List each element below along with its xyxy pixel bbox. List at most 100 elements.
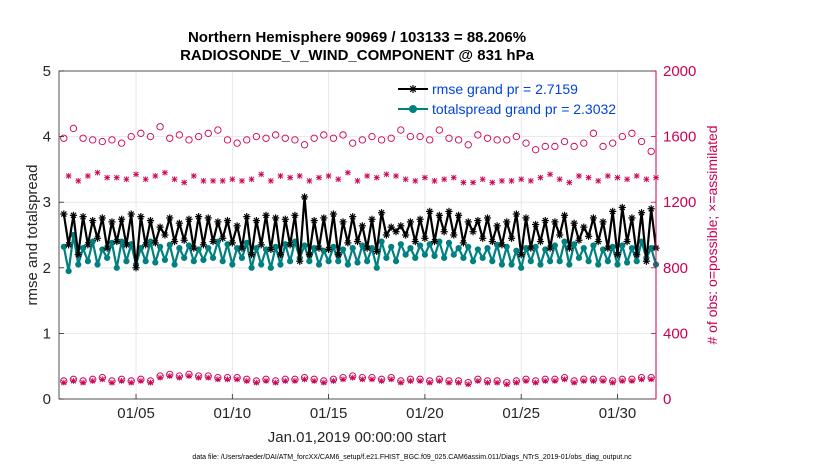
obs-assimilated-point — [133, 171, 139, 178]
obs-assimilated-low-point — [600, 378, 606, 384]
obs-assimilated-point — [258, 171, 265, 178]
point-rmse — [570, 219, 578, 227]
point-rmse — [353, 237, 362, 246]
obs-possible-point — [281, 134, 289, 142]
point-totalspread — [407, 245, 414, 252]
obs-possible-point — [108, 136, 116, 144]
point-totalspread — [633, 258, 640, 265]
obs-possible-point — [426, 136, 434, 144]
obs-possible-point — [589, 129, 598, 137]
point-totalspread — [484, 245, 491, 252]
x-tick-label: 01/30 — [599, 405, 637, 422]
point-totalspread — [176, 245, 183, 252]
x-tick-label: 01/25 — [502, 405, 540, 422]
obs-possible-point — [300, 141, 309, 149]
point-rmse — [214, 218, 222, 226]
obs-assimilated-point — [422, 174, 428, 181]
point-totalspread — [306, 258, 313, 265]
point-rmse — [609, 207, 617, 215]
point-rmse — [156, 223, 164, 231]
obs-count-series — [60, 123, 659, 388]
point-rmse — [440, 228, 448, 236]
obs-assimilated-point — [614, 174, 621, 181]
point-rmse — [411, 237, 419, 246]
obs-possible-point — [560, 137, 569, 146]
obs-assimilated-low-point — [455, 379, 462, 386]
point-totalspread — [619, 242, 626, 249]
obs-assimilated-point — [499, 178, 505, 184]
point-totalspread — [200, 256, 207, 264]
point-totalspread — [123, 258, 130, 265]
point-rmse — [344, 239, 352, 247]
point-totalspread — [89, 238, 96, 245]
point-rmse — [142, 241, 150, 249]
point-totalspread — [388, 243, 395, 250]
point-rmse — [406, 218, 415, 226]
point-rmse — [127, 210, 135, 218]
point-rmse — [339, 218, 347, 226]
obs-assimilated-low-point — [311, 378, 318, 384]
point-totalspread — [79, 245, 87, 252]
obs-assimilated-low-point — [70, 378, 77, 384]
obs-assimilated-low-point — [561, 376, 568, 383]
obs-possible-point — [358, 136, 366, 144]
legend: rmse grand pr = 2.7159 totalspread grand… — [398, 81, 616, 117]
point-rmse — [584, 232, 593, 240]
obs-possible-point — [329, 134, 338, 142]
obs-possible-point — [89, 136, 97, 144]
point-rmse — [60, 210, 68, 218]
y-left-tick-label: 2 — [43, 260, 51, 277]
point-totalspread — [508, 261, 515, 268]
chart-title-line1: Northern Hemisphere 90969 / 103133 = 88.… — [188, 29, 526, 46]
point-rmse — [272, 214, 280, 222]
point-totalspread — [498, 261, 506, 268]
legend-rmse-marker — [409, 85, 417, 93]
point-rmse — [613, 251, 622, 259]
obs-possible-point — [339, 131, 347, 139]
point-totalspread — [344, 261, 351, 268]
metric-series — [60, 193, 660, 275]
obs-assimilated-point — [267, 178, 274, 184]
point-totalspread — [585, 258, 592, 265]
x-tick-label: 01/15 — [310, 405, 348, 422]
obs-assimilated-point — [325, 173, 332, 179]
y-right-tick-label: 2000 — [663, 63, 696, 80]
y-right-tick-label: 0 — [663, 391, 671, 408]
x-axis-ticks: 01/05 01/10 01/15 01/20 01/25 01/30 — [117, 394, 636, 422]
point-totalspread — [546, 258, 554, 265]
point-rmse — [185, 215, 193, 223]
obs-assimilated-low-point — [243, 378, 250, 384]
obs-possible-point — [454, 136, 463, 144]
obs-assimilated-point — [518, 176, 525, 183]
point-rmse — [103, 244, 111, 252]
point-rmse — [320, 214, 328, 222]
point-totalspread — [561, 238, 568, 245]
obs-possible-point — [483, 134, 492, 142]
x-tick-label: 01/05 — [117, 405, 155, 422]
point-totalspread — [378, 238, 385, 245]
point-rmse — [108, 218, 116, 226]
obs-possible-point — [493, 136, 501, 144]
point-totalspread — [421, 251, 429, 258]
point-totalspread — [339, 246, 347, 253]
obs-assimilated-low-point — [320, 379, 327, 386]
point-totalspread — [590, 242, 597, 249]
point-rmse — [233, 222, 241, 230]
obs-assimilated-point — [162, 169, 168, 176]
point-rmse — [421, 234, 429, 242]
obs-assimilated-point — [556, 176, 563, 183]
point-totalspread — [412, 254, 419, 262]
obs-possible-point — [146, 132, 155, 141]
obs-possible-point — [647, 147, 655, 156]
point-totalspread — [373, 264, 380, 271]
obs-possible-point — [551, 142, 559, 151]
point-rmse — [358, 222, 366, 230]
obs-assimilated-point — [181, 179, 188, 186]
obs-assimilated-point — [527, 178, 534, 184]
point-rmse — [373, 247, 381, 255]
point-totalspread — [349, 245, 356, 252]
point-rmse — [175, 219, 183, 227]
obs-assimilated-point — [219, 178, 226, 184]
point-rmse — [642, 257, 650, 265]
obs-assimilated-point — [383, 171, 390, 178]
